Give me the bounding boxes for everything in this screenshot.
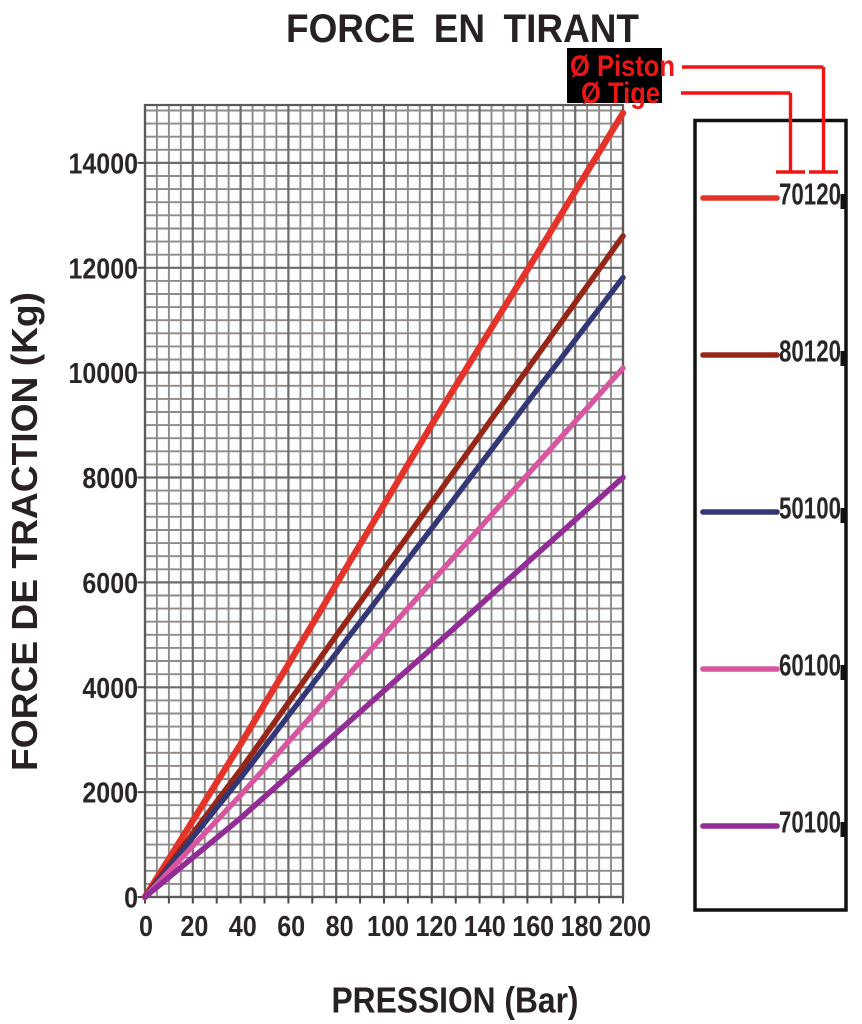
svg-text:2000: 2000 [82, 778, 138, 810]
svg-text:0: 0 [124, 883, 138, 915]
svg-text:FORCE EN TIRANT: FORCE EN TIRANT [286, 7, 639, 51]
svg-text:14000: 14000 [69, 149, 139, 181]
svg-text:140: 140 [464, 911, 506, 943]
svg-text:60100: 60100 [779, 648, 841, 683]
svg-text:12000: 12000 [69, 253, 139, 285]
svg-text:Ø Piston: Ø Piston [570, 50, 675, 83]
svg-text:60: 60 [277, 911, 305, 943]
svg-text:180: 180 [561, 911, 603, 943]
svg-text:70120: 70120 [779, 177, 841, 212]
svg-text:200: 200 [609, 911, 651, 943]
svg-text:0: 0 [139, 911, 153, 943]
svg-text:70100: 70100 [779, 805, 841, 840]
svg-text:10000: 10000 [69, 358, 139, 390]
svg-text:40: 40 [229, 911, 257, 943]
svg-text:120: 120 [415, 911, 457, 943]
svg-text:20: 20 [180, 911, 208, 943]
svg-text:4000: 4000 [82, 673, 138, 705]
svg-text:6000: 6000 [82, 568, 138, 600]
svg-text:Ø Tige: Ø Tige [581, 77, 660, 110]
svg-text:160: 160 [512, 911, 554, 943]
svg-text:80120: 80120 [779, 334, 841, 369]
svg-text:50100: 50100 [779, 491, 841, 526]
svg-text:PRESSION (Bar): PRESSION (Bar) [332, 980, 579, 1021]
svg-text:80: 80 [326, 911, 354, 943]
svg-text:8000: 8000 [82, 463, 138, 495]
svg-text:FORCE DE TRACTION (Kg): FORCE DE TRACTION (Kg) [4, 292, 45, 771]
svg-text:100: 100 [367, 911, 409, 943]
